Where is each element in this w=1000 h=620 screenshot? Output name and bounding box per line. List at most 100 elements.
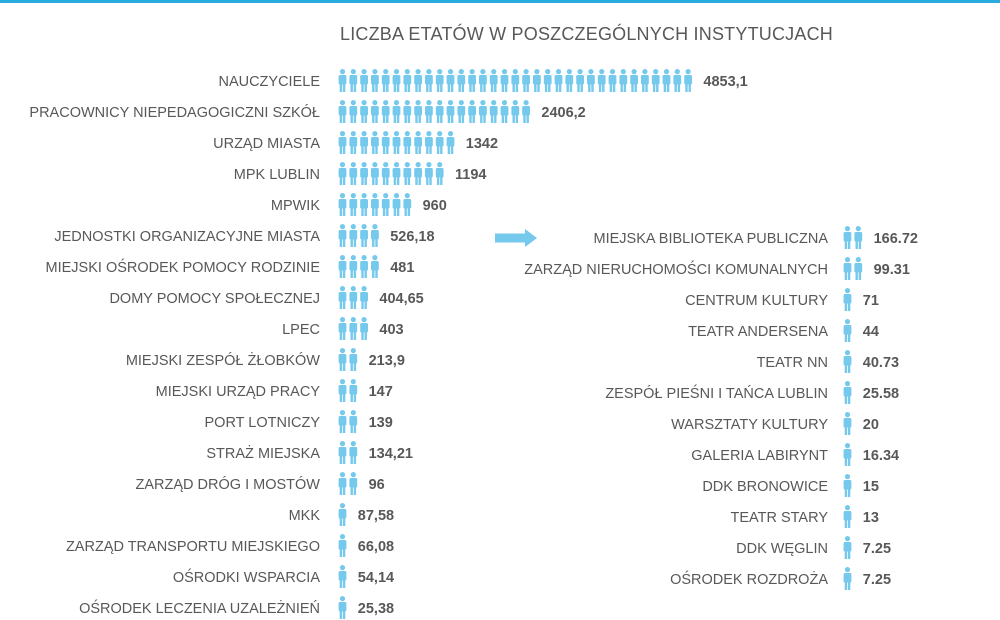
person-icon [414, 162, 422, 185]
value-label: 44 [863, 324, 879, 340]
bar-icons [338, 193, 412, 216]
chart-row: TEATR NN 40.73 [757, 350, 899, 373]
person-icon [843, 288, 852, 311]
person-icon [360, 100, 368, 123]
person-icon [338, 286, 347, 309]
person-icon [425, 162, 433, 185]
person-icon [403, 162, 412, 185]
value-label: 960 [423, 198, 447, 214]
person-icon [414, 69, 422, 92]
bar-icons [338, 224, 379, 247]
person-icon [349, 224, 358, 247]
person-icon [565, 69, 574, 92]
category-label: TEATR ANDERSENA [688, 324, 828, 340]
category-label: OŚRODEK LECZENIA UZALEŻNIEŃ [79, 599, 320, 617]
person-icon [843, 412, 852, 435]
bar-icons [843, 536, 852, 559]
value-label: 54,14 [358, 570, 394, 586]
category-label: ZARZĄD DRÓG I MOSTÓW [136, 476, 321, 493]
person-icon [500, 100, 509, 123]
chart-row: CENTRUM KULTURY 71 [685, 288, 879, 311]
bar-icons [843, 226, 863, 249]
person-icon [349, 472, 358, 495]
value-label: 481 [390, 260, 414, 276]
bar-icons [338, 131, 455, 154]
person-icon [338, 565, 347, 588]
person-icon [392, 131, 401, 154]
value-label: 16.34 [863, 448, 899, 464]
value-label: 40.73 [863, 355, 899, 371]
value-label: 139 [369, 415, 393, 431]
chart-row: ZESPÓŁ PIEŚNI I TAŃCA LUBLIN 25.58 [605, 381, 899, 404]
chart-row: WARSZTATY KULTURY 20 [671, 412, 879, 435]
person-icon [338, 534, 347, 557]
person-icon [360, 286, 368, 309]
chart-row: TEATR ANDERSENA 44 [688, 319, 879, 342]
person-icon [349, 193, 358, 216]
person-icon [338, 100, 347, 123]
person-icon [425, 69, 433, 92]
person-icon [403, 69, 412, 92]
person-icon [360, 193, 368, 216]
person-icon [403, 193, 412, 216]
person-icon [338, 193, 347, 216]
person-icon [338, 69, 347, 92]
person-icon [349, 100, 358, 123]
person-icon [360, 69, 368, 92]
person-icon [338, 317, 347, 340]
bar-icons [843, 412, 852, 435]
chart-row: MPK LUBLIN 1194 [234, 162, 486, 185]
person-icon [425, 100, 433, 123]
person-icon [349, 69, 358, 92]
person-icon [381, 100, 390, 123]
person-icon [435, 100, 444, 123]
person-icon [641, 69, 649, 92]
value-label: 1342 [466, 136, 498, 152]
person-icon [511, 69, 520, 92]
value-label: 147 [369, 384, 393, 400]
category-label: PRACOWNICY NIEPEDAGOGICZNI SZKÓŁ [29, 104, 320, 121]
bar-icons [338, 255, 379, 278]
person-icon [338, 224, 347, 247]
person-icon [843, 226, 852, 249]
value-label: 403 [379, 322, 403, 338]
person-icon [457, 100, 466, 123]
chart-row: MIEJSKI OŚRODEK POMOCY RODZINIE 481 [46, 255, 414, 278]
person-icon [479, 100, 487, 123]
bar-icons [843, 505, 852, 528]
category-label: OŚRODKI WSPARCIA [173, 568, 320, 586]
value-label: 7.25 [863, 572, 891, 588]
person-icon [371, 69, 379, 92]
person-icon [619, 69, 628, 92]
bar-icons [843, 474, 852, 497]
person-icon [338, 379, 347, 402]
chart-row: ZARZĄD DRÓG I MOSTÓW 96 [136, 472, 385, 495]
bar-icons [843, 319, 852, 342]
person-icon [843, 474, 852, 497]
value-label: 96 [369, 477, 385, 493]
person-icon [843, 443, 852, 466]
category-label: OŚRODEK ROZDROŻA [670, 570, 828, 588]
category-label: WARSZTATY KULTURY [671, 417, 828, 433]
value-label: 15 [863, 479, 879, 495]
bar-icons [843, 257, 863, 280]
person-icon [338, 596, 347, 619]
person-icon [489, 100, 498, 123]
person-icon [403, 100, 412, 123]
category-label: TEATR NN [757, 355, 828, 371]
category-label: STRAŻ MIEJSKA [206, 444, 320, 462]
chart-title: LICZBA ETATÓW W POSZCZEGÓLNYCH INSTYTUCJ… [340, 24, 833, 44]
person-icon [479, 69, 487, 92]
bar-icons [843, 567, 852, 590]
chart-row: MIEJSKI ZESPÓŁ ŻŁOBKÓW 213,9 [126, 348, 405, 371]
bar-icons [338, 69, 692, 92]
person-icon [349, 410, 358, 433]
category-label: DDK WĘGLIN [736, 541, 828, 557]
person-icon [468, 100, 476, 123]
person-icon [371, 255, 379, 278]
chart-row: DDK BRONOWICE 15 [702, 474, 879, 497]
bar-icons [338, 565, 347, 588]
category-label: PORT LOTNICZY [205, 415, 321, 431]
person-icon [522, 100, 530, 123]
